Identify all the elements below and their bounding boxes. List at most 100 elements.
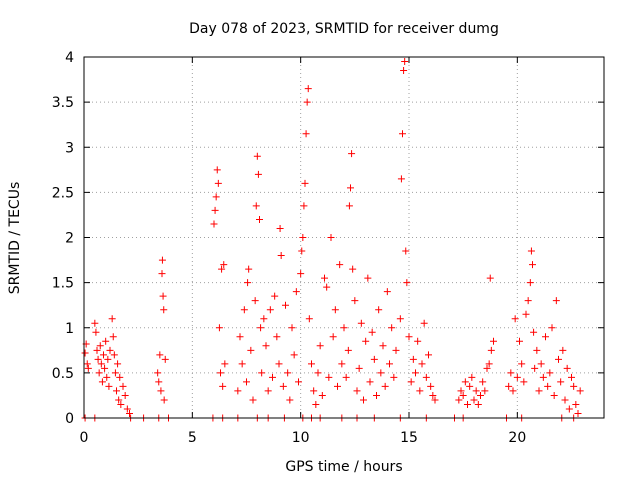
- data-point: [262, 342, 270, 350]
- data-point: [219, 382, 227, 390]
- data-point: [399, 130, 406, 138]
- data-point: [218, 265, 226, 273]
- data-point: [109, 333, 117, 341]
- data-point: [461, 378, 469, 386]
- data-point: [344, 346, 352, 354]
- data-point: [539, 373, 547, 381]
- data-point: [557, 378, 565, 386]
- data-point: [340, 324, 348, 332]
- data-point: [302, 130, 310, 138]
- data-point: [544, 382, 552, 390]
- data-point: [530, 328, 538, 336]
- data-point: [236, 333, 244, 341]
- data-point: [96, 342, 104, 350]
- data-point: [323, 283, 331, 291]
- y-axis-label: SRMTID / TECUs: [7, 182, 23, 295]
- data-point: [396, 315, 404, 323]
- data-point: [290, 351, 298, 359]
- data-point: [284, 369, 292, 377]
- data-point: [470, 396, 478, 404]
- data-point: [520, 378, 528, 386]
- data-point: [481, 387, 489, 395]
- data-point: [542, 333, 549, 341]
- data-point: [104, 355, 112, 363]
- data-point: [427, 382, 435, 390]
- data-point: [108, 315, 116, 323]
- data-point: [402, 247, 410, 255]
- data-point: [397, 175, 405, 183]
- data-point: [529, 261, 536, 269]
- data-point: [116, 373, 124, 381]
- data-point: [486, 274, 494, 282]
- data-point: [277, 252, 285, 260]
- data-point: [212, 193, 220, 201]
- data-point: [355, 364, 363, 372]
- y-tick-label: 3.5: [52, 95, 74, 111]
- y-tick-label: 3: [65, 140, 74, 156]
- data-point: [155, 378, 163, 386]
- data-point: [381, 382, 389, 390]
- data-point: [299, 234, 307, 241]
- data-point: [83, 360, 91, 368]
- data-point: [418, 360, 426, 368]
- data-point: [220, 261, 228, 269]
- y-tick-label: 2: [65, 231, 74, 247]
- data-point: [238, 360, 246, 368]
- data-point: [464, 400, 471, 408]
- data-point: [329, 333, 337, 341]
- data-point: [257, 324, 265, 332]
- data-point: [117, 400, 125, 408]
- data-point: [258, 369, 266, 377]
- ticks-layer: 0 0.5 1 1.5 2 2.5 3 3.5 4 0 5 10 15 20: [52, 50, 604, 446]
- y-tick-label: 4: [65, 50, 74, 66]
- data-point: [568, 373, 575, 381]
- x-tick-label: 10: [292, 430, 310, 446]
- data-point: [273, 333, 281, 341]
- data-point: [507, 369, 515, 377]
- data-point: [157, 387, 165, 395]
- data-point: [318, 391, 326, 399]
- data-point: [390, 373, 398, 381]
- data-point: [570, 382, 578, 390]
- data-point: [386, 360, 393, 368]
- data-point: [509, 387, 517, 395]
- data-point: [401, 58, 409, 66]
- data-point: [379, 342, 387, 350]
- x-tick-label: 0: [80, 430, 89, 446]
- data-point: [100, 351, 107, 359]
- data-point: [298, 247, 306, 255]
- data-point: [91, 319, 99, 327]
- data-point: [420, 319, 428, 327]
- x-tick-label: 15: [400, 430, 418, 446]
- data-point: [251, 297, 259, 305]
- data-point: [158, 270, 166, 278]
- data-point: [305, 315, 313, 323]
- data-point: [158, 256, 166, 264]
- data-point: [487, 346, 495, 354]
- data-point: [383, 288, 391, 296]
- data-point: [244, 279, 252, 287]
- x-tick-label: 5: [188, 430, 197, 446]
- data-point: [429, 391, 437, 399]
- data-point: [156, 351, 164, 359]
- data-point: [531, 364, 539, 372]
- data-point: [303, 98, 311, 106]
- data-point: [373, 391, 380, 399]
- data-point: [253, 152, 261, 160]
- data-point: [576, 387, 584, 395]
- data-point: [527, 247, 535, 255]
- data-point: [392, 346, 400, 354]
- data-point: [310, 387, 318, 395]
- data-point: [513, 373, 521, 381]
- data-point: [121, 391, 129, 399]
- data-point: [412, 369, 419, 377]
- data-point: [301, 179, 309, 187]
- data-point: [275, 360, 283, 368]
- data-point: [103, 373, 111, 381]
- data-point: [403, 279, 411, 287]
- data-point: [485, 360, 493, 368]
- data-point: [565, 405, 573, 413]
- data-point: [563, 364, 571, 372]
- data-point: [119, 382, 127, 390]
- data-point: [84, 364, 92, 372]
